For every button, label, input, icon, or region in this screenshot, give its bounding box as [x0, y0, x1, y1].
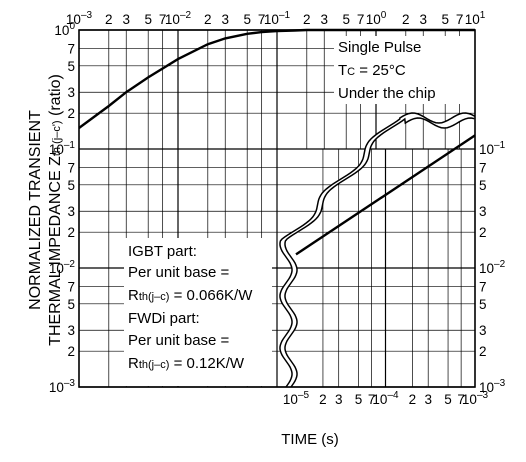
x-tick-label-top: 100: [366, 10, 387, 27]
x-tick-label-top: 5: [144, 12, 152, 27]
y-tick-label-left: 5: [67, 297, 75, 312]
fwdi-title: FWDi part:: [128, 310, 200, 327]
y-tick-label-left: 10–2: [49, 259, 76, 276]
igbt-base: Per unit base =: [128, 264, 230, 281]
x-tick-label-top: 10–3: [66, 10, 93, 27]
x-tick-label-top: 10–1: [264, 10, 291, 27]
y-tick-label-left: 3: [67, 204, 75, 219]
y-tick-label-right: 5: [479, 178, 487, 193]
y-axis-title-line1: NORMALIZED TRANSIENT: [27, 110, 44, 310]
axis-break-line: [279, 112, 476, 388]
y-tick-label-left: 3: [67, 85, 75, 100]
x-tick-label-top: 3: [221, 12, 229, 27]
x-tick-label-bottom: 7: [457, 392, 465, 407]
x-tick-label-bottom: 10–4: [372, 390, 399, 407]
note-box: [124, 238, 272, 386]
y-tick-label-right: 3: [479, 204, 487, 219]
y-tick-label-right: 2: [479, 344, 487, 359]
x-tick-label-top: 2: [105, 12, 113, 27]
y-axis-title: NORMALIZED TRANSIENT THERMAL IMPEDANCE Z…: [27, 74, 64, 346]
y-tick-label-left: 3: [67, 323, 75, 338]
fwdi-rth: Rth(j–c) = 0.12K/W: [128, 355, 245, 372]
y-tick-label-left: 7: [67, 41, 75, 56]
y-tick-label-right: 2: [479, 225, 487, 240]
x-tick-label-bottom: 7: [368, 392, 376, 407]
y-tick-label-left: 10–3: [49, 378, 76, 395]
y-tick-label-left: 100: [54, 21, 75, 38]
x-tick-label-bottom: 3: [335, 392, 343, 407]
y-tick-label-left: 5: [67, 178, 75, 193]
y-tick-label-right: 10–3: [479, 378, 506, 395]
y-axis-title-line2: THERMAL IMPEDANCE Zth (j–c') (ratio): [47, 74, 64, 346]
y-tick-label-right: 7: [479, 279, 487, 294]
x-tick-label-top: 3: [122, 12, 130, 27]
y-tick-label-left: 5: [67, 59, 75, 74]
x-tick-label-top: 7: [159, 12, 167, 27]
y-tick-label-right: 5: [479, 297, 487, 312]
series-line-2: [295, 134, 476, 256]
x-tick-label-top: 7: [357, 12, 365, 27]
y-tick-label-left: 2: [67, 344, 75, 359]
x-tick-label-top: 7: [456, 12, 464, 27]
plot-frame: [78, 29, 476, 388]
annotation-under-chip: Under the chip: [338, 85, 436, 102]
x-tick-label-bottom: 10–3: [462, 390, 489, 407]
y-tick-label-right: 10–2: [479, 259, 506, 276]
y-tick-label-right: 10–1: [479, 140, 506, 157]
axis-break-line: [284, 117, 475, 388]
tick-labels: 100753210–1753210–2753210–310–1753210–27…: [49, 10, 506, 407]
annotation-single-pulse: Single Pulse: [338, 39, 421, 56]
fwdi-base: Per unit base =: [128, 332, 230, 349]
x-axis-title: TIME (s): [281, 431, 339, 448]
x-tick-label-top: 2: [402, 12, 410, 27]
x-tick-label-top: 10–2: [165, 10, 192, 27]
y-tick-label-right: 3: [479, 323, 487, 338]
legend-box: [334, 36, 476, 104]
y-tick-label-left: 2: [67, 225, 75, 240]
x-tick-label-top: 3: [419, 12, 427, 27]
x-tick-label-bottom: 10–5: [283, 390, 310, 407]
y-tick-label-left: 7: [67, 160, 75, 175]
y-tick-label-left: 10–1: [49, 140, 76, 157]
x-tick-label-bottom: 5: [444, 392, 452, 407]
x-tick-label-top: 2: [303, 12, 311, 27]
y-tick-label-left: 2: [67, 106, 75, 121]
igbt-title: IGBT part:: [128, 243, 197, 260]
x-tick-label-top: 3: [320, 12, 328, 27]
y-tick-label-left: 7: [67, 279, 75, 294]
annotation-case-temp: TC = 25°C: [338, 62, 406, 79]
x-tick-label-bottom: 2: [319, 392, 327, 407]
x-tick-label-bottom: 5: [355, 392, 363, 407]
x-tick-label-top: 2: [204, 12, 212, 27]
x-tick-label-top: 5: [342, 12, 350, 27]
x-tick-label-bottom: 2: [409, 392, 417, 407]
x-tick-label-top: 5: [441, 12, 449, 27]
x-tick-label-top: 101: [465, 10, 486, 27]
x-tick-label-top: 5: [243, 12, 251, 27]
y-tick-label-right: 7: [479, 160, 487, 175]
x-tick-label-top: 7: [258, 12, 266, 27]
x-tick-label-bottom: 3: [424, 392, 432, 407]
igbt-rth: Rth(j–c) = 0.066K/W: [128, 287, 253, 304]
